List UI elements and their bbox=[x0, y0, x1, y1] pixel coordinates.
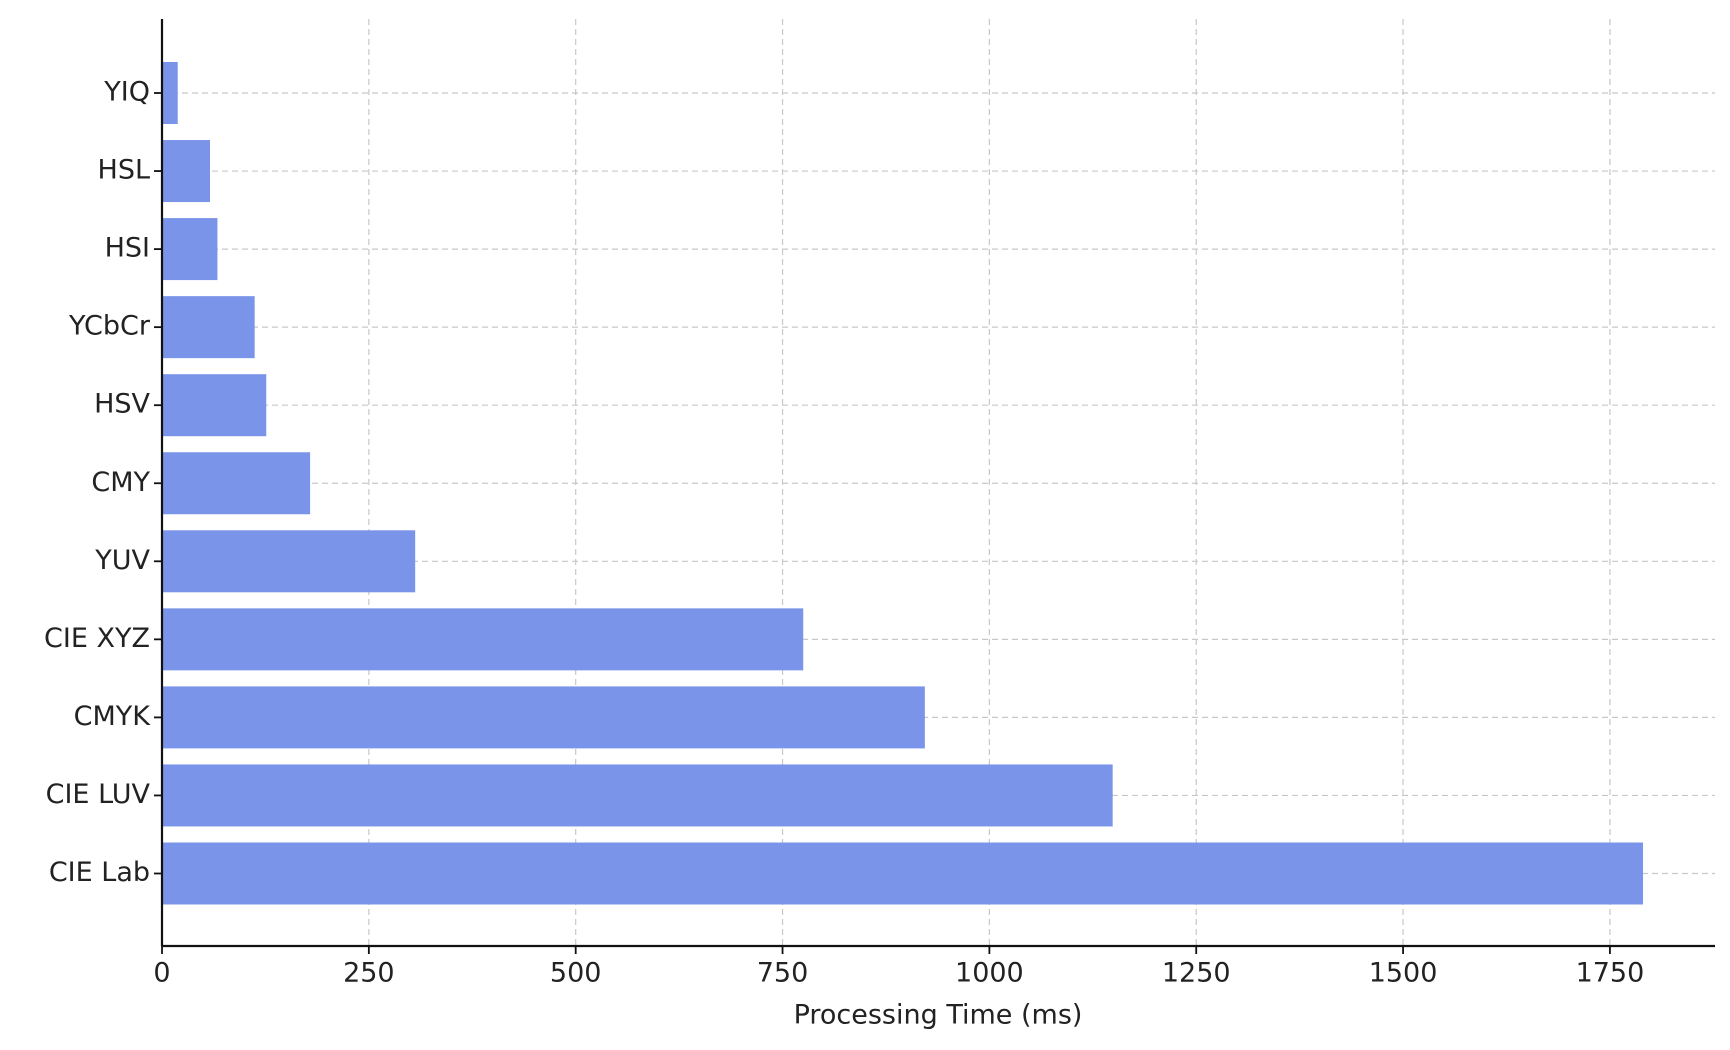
x-tick-label: 500 bbox=[550, 958, 602, 989]
bar bbox=[162, 218, 218, 281]
bar bbox=[162, 140, 210, 203]
y-tick-label: HSI bbox=[105, 233, 150, 264]
bar bbox=[162, 686, 925, 749]
x-tick-label: 0 bbox=[153, 958, 170, 989]
y-tick-label: HSV bbox=[94, 389, 150, 420]
bar bbox=[162, 530, 416, 593]
y-tick-label: CMYK bbox=[74, 701, 152, 732]
y-tick-label: CMY bbox=[91, 467, 150, 498]
y-tick-label: HSL bbox=[98, 155, 150, 186]
x-tick-label: 1500 bbox=[1369, 958, 1438, 989]
bar bbox=[162, 62, 178, 124]
bar bbox=[162, 452, 311, 515]
bar bbox=[162, 764, 1113, 827]
bar bbox=[162, 842, 1644, 905]
x-tick-label: 250 bbox=[343, 958, 395, 989]
bar bbox=[162, 296, 255, 359]
x-tick-label: 1750 bbox=[1576, 958, 1645, 989]
y-tick-label: CIE LUV bbox=[46, 779, 151, 810]
bar bbox=[162, 608, 804, 671]
x-tick-label: 1000 bbox=[955, 958, 1024, 989]
y-tick-label: CIE XYZ bbox=[44, 623, 150, 654]
x-tick-label: 1250 bbox=[1162, 958, 1231, 989]
y-tick-label: CIE Lab bbox=[49, 857, 150, 888]
x-axis-label: Processing Time (ms) bbox=[794, 1000, 1083, 1031]
x-tick-label: 750 bbox=[757, 958, 809, 989]
y-tick-label: YUV bbox=[94, 545, 150, 576]
bar bbox=[162, 374, 267, 437]
y-tick-label: YCbCr bbox=[68, 311, 151, 342]
y-tick-label: YIQ bbox=[103, 77, 150, 108]
